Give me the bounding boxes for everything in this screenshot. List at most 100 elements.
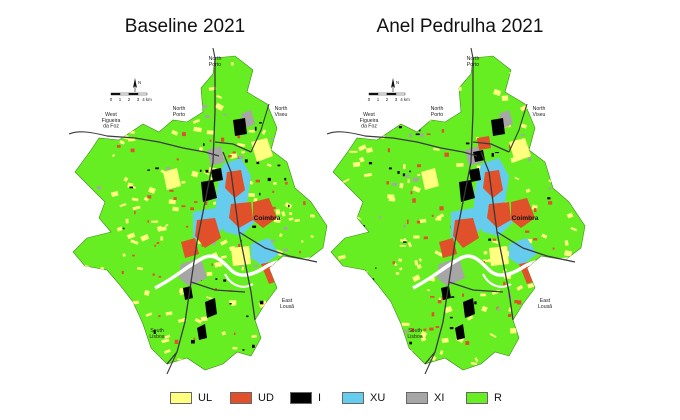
ud-patch xyxy=(228,154,232,158)
ud-core xyxy=(453,218,479,248)
industrial-patch xyxy=(244,159,248,163)
ul-patch xyxy=(128,111,136,114)
ud-patch xyxy=(121,301,126,304)
ul-patch xyxy=(446,84,454,90)
ul-patch xyxy=(562,290,570,294)
ud-patch xyxy=(303,191,308,196)
ud-patch xyxy=(558,260,563,263)
ul-patch xyxy=(335,140,343,144)
ud-patch xyxy=(533,238,538,241)
industrial-patch xyxy=(397,170,400,174)
ud-patch xyxy=(285,181,288,185)
label-north-viseu: North Viseu xyxy=(533,106,546,118)
ul-patch xyxy=(530,267,536,272)
ul-patch xyxy=(394,335,404,343)
legend-swatch-ud xyxy=(230,392,252,404)
xi-patch xyxy=(420,133,424,137)
ul-patch xyxy=(358,156,365,163)
label-north-porto-left: North Porto xyxy=(431,106,444,118)
ul-patch xyxy=(281,211,286,217)
ud-patch xyxy=(430,296,435,298)
ul-patch xyxy=(91,107,99,116)
ul-patch xyxy=(493,88,502,97)
ul-patch xyxy=(359,84,366,89)
ul-patch xyxy=(175,87,181,92)
ul-patch xyxy=(532,346,538,352)
label-city: Coimbra xyxy=(254,215,281,222)
industrial-patch xyxy=(199,169,202,172)
ul-patch xyxy=(293,350,299,356)
scale-segment xyxy=(386,92,397,96)
ul-patch xyxy=(412,274,421,282)
ul-patch xyxy=(402,164,406,170)
xi-patch xyxy=(113,104,118,107)
ud-patch xyxy=(214,288,217,290)
ul-patch xyxy=(438,297,442,301)
industrial-patch xyxy=(474,301,477,305)
ul-area xyxy=(509,138,531,162)
ul-patch xyxy=(334,156,340,161)
industrial-patch xyxy=(544,347,548,349)
road-extension xyxy=(508,103,528,153)
xi-patch xyxy=(105,280,110,283)
land-use-map-svg: North Porto North Porto North Viseu West Figuei… xyxy=(326,47,586,375)
road-extension xyxy=(212,47,216,59)
ud-patch xyxy=(173,197,177,201)
ul-patch xyxy=(429,72,438,80)
industrial-patch xyxy=(367,282,371,284)
ul-patch xyxy=(84,226,89,230)
ud-patch xyxy=(387,148,390,153)
river-branch xyxy=(224,273,254,288)
ul-patch xyxy=(86,223,91,230)
river-branch xyxy=(482,273,512,288)
ul-patch xyxy=(413,235,420,239)
map-title-baseline: Baseline 2021 xyxy=(124,16,246,37)
xi-patch xyxy=(212,241,216,246)
ud-patch xyxy=(423,236,428,240)
ud-patch xyxy=(465,341,470,345)
xi-patch xyxy=(270,138,276,140)
xi-patch xyxy=(412,177,419,182)
ul-patch xyxy=(79,269,88,274)
ul-patch xyxy=(470,361,478,366)
industrial-patch xyxy=(371,278,375,282)
ud-patch xyxy=(303,201,306,205)
xi-patch xyxy=(409,133,412,138)
ud-patch xyxy=(410,191,413,195)
ud-patch xyxy=(174,339,179,344)
ud-patch xyxy=(185,225,189,228)
ud-patch xyxy=(147,195,152,199)
ul-patch xyxy=(301,62,309,69)
ul-patch xyxy=(163,349,171,354)
ud-patch xyxy=(238,243,241,248)
road xyxy=(190,281,246,293)
road-extension xyxy=(326,131,366,137)
ul-patch xyxy=(82,185,88,188)
ul-patch xyxy=(363,172,373,178)
ul-patch xyxy=(339,193,342,197)
ul-patch xyxy=(562,98,569,103)
ul-patch xyxy=(398,258,403,262)
ul-patch xyxy=(123,77,131,81)
xi-patch xyxy=(454,101,459,104)
ul-patch xyxy=(372,356,379,363)
ul-patch xyxy=(345,321,353,325)
industrial-patch xyxy=(534,340,537,344)
ul-patch xyxy=(416,264,422,270)
ul-area xyxy=(421,168,439,190)
ud-patch xyxy=(169,189,174,192)
legend-item-xu: XU xyxy=(342,389,385,407)
ul-patch xyxy=(347,331,356,338)
industrial-patch xyxy=(191,339,195,344)
ud-patch xyxy=(439,206,444,211)
ul-patch xyxy=(119,202,127,208)
ul-patch xyxy=(148,186,156,194)
ul-patch xyxy=(126,232,136,240)
legend-swatch-xi xyxy=(406,392,428,404)
ul-patch xyxy=(491,289,501,296)
ul-patch xyxy=(168,199,176,205)
xu-area xyxy=(251,238,279,266)
xi-patch xyxy=(95,277,98,281)
ul-patch xyxy=(335,310,341,317)
ul-patch xyxy=(77,156,83,163)
